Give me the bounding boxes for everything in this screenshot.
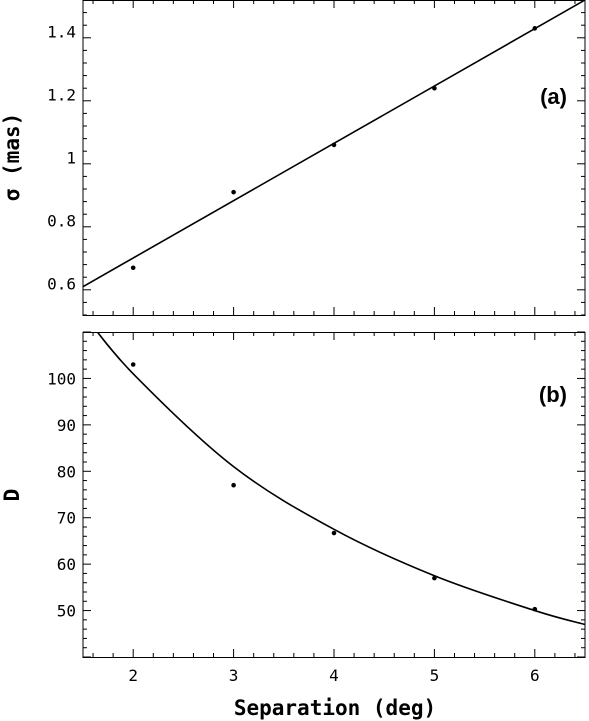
data-point-b bbox=[331, 530, 337, 536]
x-axis-title: Separation (deg) bbox=[234, 696, 436, 720]
x-tick-label: 2 bbox=[128, 666, 138, 685]
panel-label-b: (b) bbox=[539, 382, 567, 407]
y-tick-label-b: 60 bbox=[57, 555, 76, 574]
plot-frame-a bbox=[82, 0, 586, 316]
fit-curve-b bbox=[96, 332, 585, 626]
y-tick-label-a: 0.8 bbox=[47, 212, 76, 231]
data-point-b bbox=[532, 606, 538, 612]
y-tick-label-b: 90 bbox=[57, 416, 76, 435]
y-tick-label-b: 80 bbox=[57, 462, 76, 481]
y-tick-label-b: 100 bbox=[47, 369, 76, 388]
y-tick-label-a: 1.4 bbox=[47, 23, 76, 42]
data-point-a bbox=[331, 142, 337, 148]
y-tick-label-a: 1 bbox=[66, 149, 76, 168]
panel-a: 0.6 0.8 1 1.2 1.4 σ (mas) (a) bbox=[0, 0, 586, 316]
data-point-b bbox=[130, 362, 136, 367]
y-axis-title-a: σ (mas) bbox=[0, 113, 24, 202]
panel-b: 2 3 4 5 6 50 60 70 80 90 100 D (b) bbox=[0, 331, 586, 685]
data-point-a bbox=[231, 189, 236, 195]
data-point-a bbox=[130, 265, 136, 271]
x-tick-label: 6 bbox=[530, 666, 540, 685]
plot-frame-b bbox=[82, 332, 586, 658]
y-axis-title-b: D bbox=[0, 489, 24, 502]
x-tick-label: 5 bbox=[430, 666, 440, 685]
y-tick-label-a: 1.2 bbox=[47, 86, 76, 105]
x-tick-label: 3 bbox=[229, 666, 239, 685]
y-tick-label-b: 70 bbox=[57, 509, 76, 528]
y-tick-label-a: 0.6 bbox=[47, 275, 76, 294]
x-tick-label: 4 bbox=[329, 666, 339, 685]
data-point-a bbox=[432, 85, 437, 91]
data-point-b bbox=[231, 482, 236, 488]
data-point-a bbox=[532, 26, 538, 31]
y-tick-label-b: 50 bbox=[57, 602, 76, 621]
panel-label-a: (a) bbox=[540, 84, 567, 109]
data-point-b bbox=[432, 575, 437, 581]
